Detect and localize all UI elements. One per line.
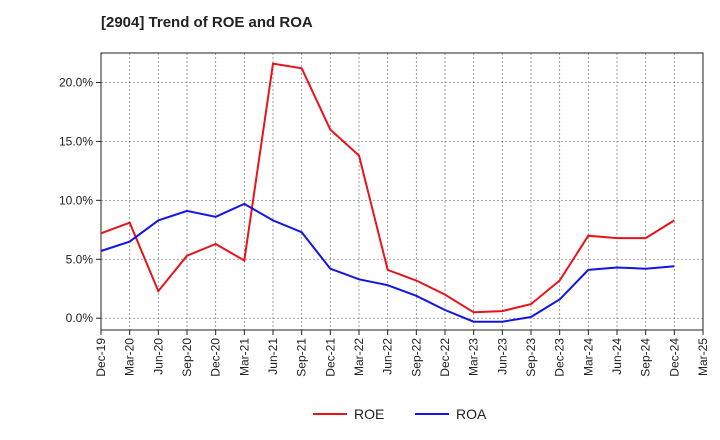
x-tick-label: Mar-24 — [581, 338, 595, 376]
x-tick-label: Jun-22 — [381, 338, 395, 375]
x-tick-label: Dec-19 — [94, 338, 108, 377]
y-tick-label: 10.0% — [59, 193, 93, 207]
x-tick-label: Jun-21 — [266, 338, 280, 375]
y-tick-label: 5.0% — [66, 252, 94, 266]
x-tick-label: Mar-25 — [696, 338, 710, 376]
x-tick-label: Mar-22 — [352, 338, 366, 376]
x-tick-label: Dec-24 — [667, 338, 681, 377]
y-tick-label: 20.0% — [59, 75, 93, 89]
legend-label-roa: ROA — [456, 406, 487, 422]
chart-title: [2904] Trend of ROE and ROA — [101, 14, 313, 31]
legend-label-roe: ROE — [354, 406, 384, 422]
x-tick-label: Sep-20 — [180, 338, 194, 377]
y-tick-label: 15.0% — [59, 134, 93, 148]
x-tick-label: Sep-23 — [524, 338, 538, 377]
x-tick-label: Dec-22 — [438, 338, 452, 377]
x-tick-label: Mar-21 — [237, 338, 251, 376]
x-tick-label: Mar-23 — [467, 338, 481, 376]
x-tick-label: Jun-20 — [151, 338, 165, 375]
x-axis-ticks: Dec-19 Mar-20 Jun-20 Sep-20 Dec-20 Mar-21 Jun-… — [94, 330, 710, 377]
x-tick-label: Sep-22 — [409, 338, 423, 377]
x-tick-label: Dec-20 — [209, 338, 223, 377]
series-line-roe — [100, 62, 675, 314]
y-tick-label: 0.0% — [66, 311, 94, 325]
x-tick-label: Dec-21 — [323, 338, 337, 377]
x-tick-label: Sep-24 — [639, 338, 653, 377]
y-axis-ticks: 0.0% 5.0% 10.0% 15.0% 20.0% — [59, 75, 101, 325]
series-line-roa — [100, 202, 675, 323]
x-tick-label: Jun-24 — [610, 338, 624, 375]
x-tick-label: Mar-20 — [123, 338, 137, 376]
series-lines — [100, 62, 675, 323]
x-tick-label: Dec-23 — [553, 338, 567, 377]
grid-lines — [101, 53, 703, 330]
x-tick-label: Sep-21 — [295, 338, 309, 377]
plot-area-border — [100, 52, 704, 331]
legend: ROE ROA — [313, 406, 487, 422]
x-tick-label: Jun-23 — [495, 338, 509, 375]
